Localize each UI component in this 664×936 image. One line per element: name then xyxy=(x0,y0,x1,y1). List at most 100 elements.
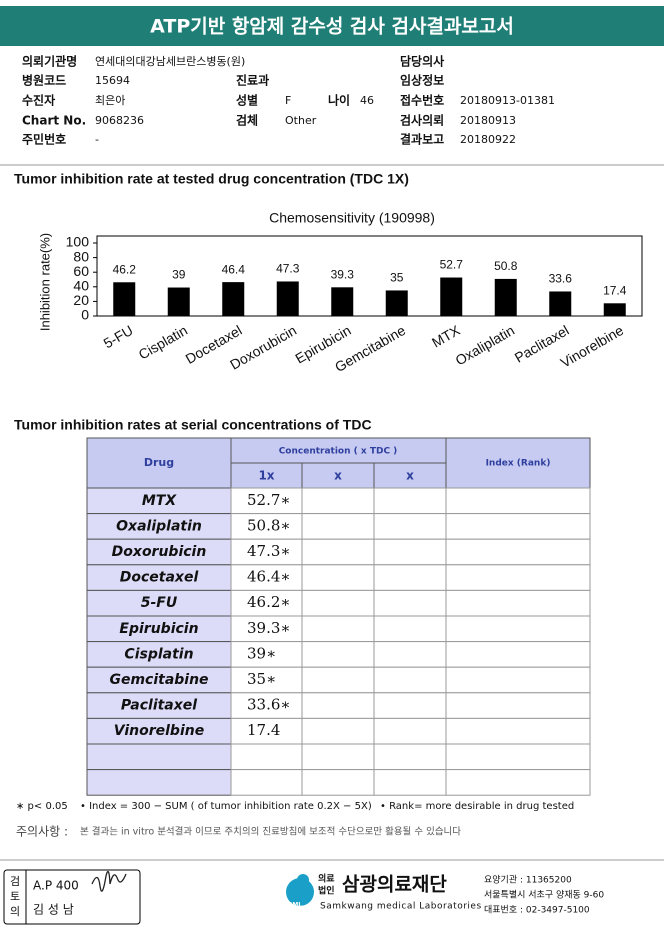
stamp-box xyxy=(3,869,141,925)
signature xyxy=(91,870,127,892)
field-label: 주민번호 xyxy=(22,132,66,147)
field-label: Chart No. xyxy=(22,114,86,128)
table-cell xyxy=(445,564,591,591)
data-label: 46.2 xyxy=(113,262,137,276)
data-label: 17.4 xyxy=(603,283,627,297)
bar xyxy=(331,287,354,316)
table-cell xyxy=(301,615,375,643)
table-cell xyxy=(301,717,375,745)
table-cell xyxy=(301,564,375,591)
rate-value: 35∗ xyxy=(247,670,276,688)
table-cell xyxy=(301,487,375,515)
stamp-label: 토 xyxy=(10,890,20,903)
drug-cell xyxy=(86,743,232,771)
drug-name: Docetaxel xyxy=(120,570,199,586)
chart-title: Chemosensitivity (190998) xyxy=(269,210,435,226)
field-label: 검체 xyxy=(236,113,258,128)
table-header-cell: x xyxy=(334,469,342,483)
table-cell xyxy=(230,641,303,668)
notice-label: 주의사항 : xyxy=(16,825,68,839)
table-cell xyxy=(230,666,303,694)
table-cell xyxy=(445,615,591,643)
table-cell xyxy=(373,692,447,719)
drug-name: Vinorelbine xyxy=(114,723,204,739)
y-tick-label: 80 xyxy=(73,248,89,264)
contact-line: 요양기관 : 11365200 xyxy=(484,875,572,886)
bar xyxy=(113,282,136,316)
field-value: - xyxy=(95,133,99,146)
section-title: Tumor inhibition rate at tested drug con… xyxy=(14,171,409,187)
field-value: F xyxy=(285,94,291,107)
stamp-label: 검 xyxy=(10,875,20,888)
contact-line: 대표번호 : 02-3497-5100 xyxy=(484,905,590,916)
table-header-cell: 1x xyxy=(258,469,274,483)
logo-text: SML xyxy=(288,902,302,909)
bar xyxy=(222,282,245,316)
bar xyxy=(494,278,517,316)
field-value: 20180922 xyxy=(460,133,516,146)
data-label: 35 xyxy=(390,271,404,285)
reviewer-name: 김 성 남 xyxy=(33,903,74,917)
bar xyxy=(167,287,190,316)
table-cell xyxy=(373,564,447,591)
table-cell xyxy=(301,666,375,694)
table-cell xyxy=(301,589,375,617)
field-value: 46 xyxy=(360,94,374,107)
org-prefix: 법인 xyxy=(318,885,335,897)
footnote: • Rank= more desirable in drug tested xyxy=(380,801,574,812)
drug-name: MTX xyxy=(142,493,177,509)
drug-name: Oxaliplatin xyxy=(116,518,202,534)
bar xyxy=(276,281,299,316)
table-cell xyxy=(301,641,375,668)
contact-line: 서울특별시 서초구 양재동 9-60 xyxy=(484,890,604,901)
table-cell xyxy=(445,589,591,617)
org-name: 삼광의료재단 xyxy=(342,874,447,896)
table-cell xyxy=(373,641,447,668)
table-cell xyxy=(445,666,591,694)
field-value: 15694 xyxy=(95,74,130,87)
table-cell xyxy=(373,615,447,643)
field-value: 연세대의대강남세브란스병동(원) xyxy=(95,55,245,68)
y-tick-label: 100 xyxy=(66,234,90,250)
table-cell xyxy=(445,692,591,719)
rate-value: 39.3∗ xyxy=(247,619,291,637)
drug-name: Paclitaxel xyxy=(121,698,197,714)
x-tick-label: Vinorelbine xyxy=(558,322,627,371)
table-cell xyxy=(445,487,591,515)
table-cell xyxy=(373,538,447,566)
table-cell xyxy=(230,769,303,796)
field-label: 결과보고 xyxy=(400,132,444,147)
field-value: 20180913 xyxy=(460,114,516,127)
rate-value: 52.7∗ xyxy=(247,491,291,509)
table-header-cell: Concentration ( x TDC ) xyxy=(279,447,398,457)
table-header-cell: x xyxy=(406,469,414,483)
drug-cell xyxy=(86,589,232,617)
field-label: 성별 xyxy=(236,93,258,108)
table-cell xyxy=(301,692,375,719)
table-cell xyxy=(301,743,375,771)
x-tick-label: Oxaliplatin xyxy=(452,322,517,369)
report-title: ATP기반 항암제 감수성 검사 검사결과보고서 xyxy=(150,16,514,38)
x-tick-label: Cisplatin xyxy=(136,322,191,363)
field-label: 나이 xyxy=(328,93,350,108)
table-header-cell: Drug xyxy=(144,456,174,469)
footnote: ∗ p< 0.05 xyxy=(16,801,68,812)
data-label: 46.4 xyxy=(222,262,246,276)
drug-name: Gemcitabine xyxy=(109,672,208,688)
table-cell xyxy=(230,513,303,540)
table-cell xyxy=(301,538,375,566)
plot-frame xyxy=(96,235,643,317)
field-label: 진료과 xyxy=(236,73,269,88)
table-cell xyxy=(445,743,591,771)
y-tick-label: 0 xyxy=(81,307,89,323)
drug-name: Epirubicin xyxy=(119,621,198,637)
table-cell xyxy=(301,769,375,796)
table-cell xyxy=(230,615,303,643)
rate-value: 46.4∗ xyxy=(247,568,291,586)
field-label: 의뢰기관명 xyxy=(22,54,77,69)
org-en: Samkwang medical Laboratories xyxy=(320,902,482,912)
table-header-cell: Index (Rank) xyxy=(486,459,551,469)
x-tick-label: 5-FU xyxy=(101,322,136,351)
drug-cell xyxy=(86,564,232,591)
